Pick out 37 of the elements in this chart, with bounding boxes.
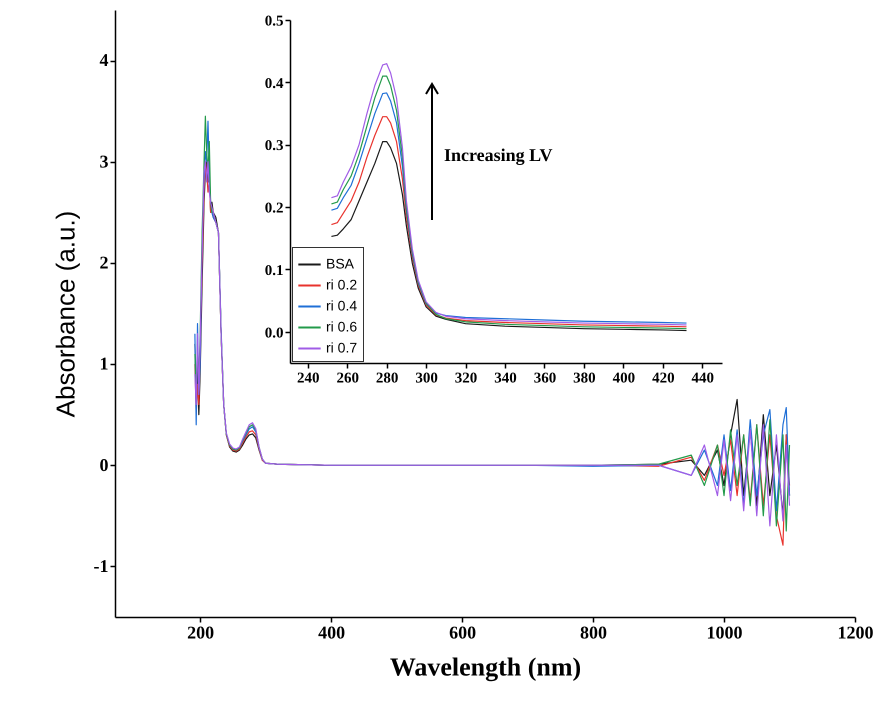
legend-label: ri 0.4 xyxy=(326,298,358,314)
x-tick-label: 360 xyxy=(534,370,556,386)
annotation: Increasing LV xyxy=(444,145,553,166)
x-axis-title: Wavelength (nm) xyxy=(390,652,582,682)
x-tick-label: 260 xyxy=(336,370,359,386)
x-tick-label: 380 xyxy=(573,370,596,386)
legend-label: BSA xyxy=(326,256,355,272)
x-tick-label: 320 xyxy=(454,370,478,386)
x-tick-label: 600 xyxy=(449,622,476,642)
x-tick-label: 400 xyxy=(612,370,636,386)
y-tick-label: -1 xyxy=(94,556,108,576)
y-tick-label: 3 xyxy=(100,151,108,172)
x-tick-label: 300 xyxy=(415,370,438,386)
y-tick-label: 0.2 xyxy=(264,200,284,217)
x-tick-label: 200 xyxy=(187,622,214,642)
y-tick-label: 0.3 xyxy=(264,138,284,154)
x-tick-label: 420 xyxy=(652,370,675,386)
legend-label: ri 0.2 xyxy=(326,276,358,292)
y-tick-label: 1 xyxy=(100,354,108,374)
y-tick-label: 0 xyxy=(100,454,108,475)
legend-label: ri 0.6 xyxy=(326,318,358,334)
x-tick-label: 1200 xyxy=(838,622,874,642)
x-tick-label: 400 xyxy=(318,622,346,642)
y-tick-label: 0.5 xyxy=(264,14,284,30)
x-tick-label: 440 xyxy=(692,370,714,386)
y-tick-label: 0.4 xyxy=(264,76,284,92)
x-tick-label: 280 xyxy=(376,370,398,386)
y-tick-label: 0.0 xyxy=(264,325,284,342)
x-tick-label: 1000 xyxy=(706,622,743,642)
y-tick-label: 2 xyxy=(100,252,108,272)
legend-label: ri 0.7 xyxy=(326,340,358,356)
x-tick-label: 340 xyxy=(494,370,517,386)
x-tick-label: 240 xyxy=(297,370,320,386)
y-axis-title: Absorbance (a.u.) xyxy=(50,210,81,418)
y-tick-label: 0.1 xyxy=(264,262,284,279)
x-tick-label: 800 xyxy=(580,622,608,642)
y-tick-label: 4 xyxy=(100,50,108,70)
